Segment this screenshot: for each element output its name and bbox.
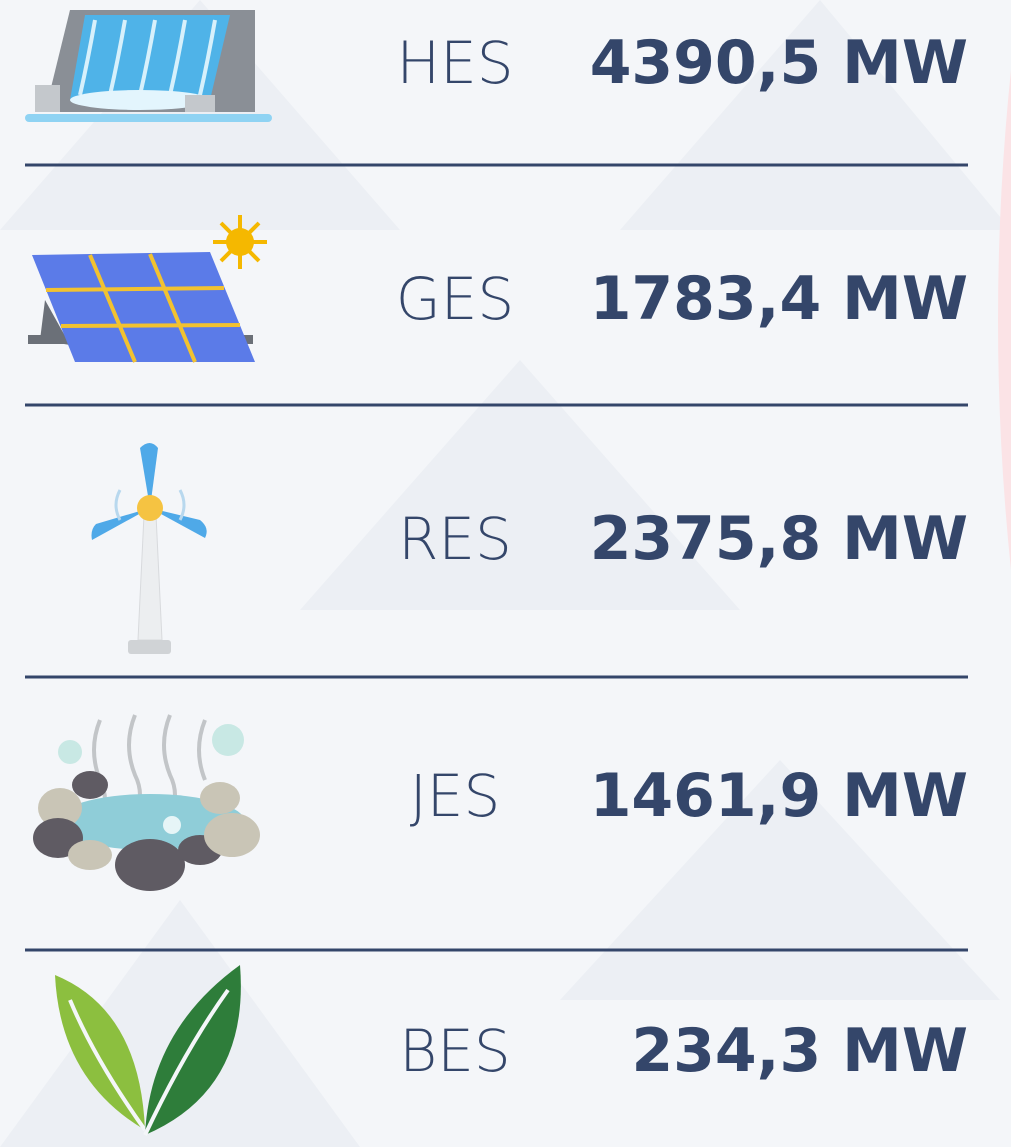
source-label: HES [396, 29, 513, 97]
capacity-value: 2375,8 MW [590, 504, 968, 574]
source-label: RES [398, 505, 512, 573]
source-label: JES [410, 762, 501, 830]
capacity-value: 234,3 MW [631, 1016, 968, 1086]
infographic: HES 4390,5 MW GES 1783,4 MW RES 2375,8 MW JES 1… [0, 0, 1011, 1147]
page: {"rows":[ {"label":"HES","value":"4390,5… [0, 0, 1011, 1147]
capacity-value: 1461,9 MW [590, 761, 968, 831]
source-label: GES [396, 265, 514, 333]
source-label: BES [399, 1017, 510, 1085]
capacity-value: 1783,4 MW [590, 264, 968, 334]
capacity-value: 4390,5 MW [590, 28, 968, 98]
